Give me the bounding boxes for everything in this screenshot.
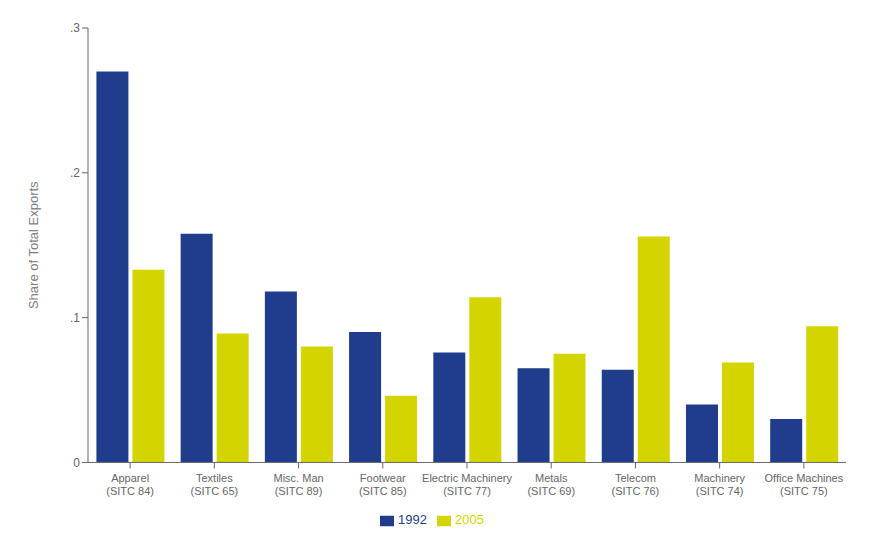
svg-text:.2: .2 <box>70 166 80 180</box>
svg-text:Misc. Man(SITC 89): Misc. Man(SITC 89) <box>273 472 323 497</box>
svg-text:Electric Machinery(SITC 77): Electric Machinery(SITC 77) <box>422 472 512 497</box>
svg-text:Telecom(SITC 76): Telecom(SITC 76) <box>612 472 660 497</box>
svg-text:Machinery(SITC 74): Machinery(SITC 74) <box>694 472 745 497</box>
svg-text:.1: .1 <box>70 311 80 325</box>
svg-text:.3: .3 <box>70 21 80 35</box>
svg-text:Textiles(SITC 65): Textiles(SITC 65) <box>190 472 238 497</box>
svg-text:Footwear(SITC 85): Footwear(SITC 85) <box>359 472 407 497</box>
svg-text:Office Machines(SITC 75): Office Machines(SITC 75) <box>765 472 844 497</box>
svg-text:0: 0 <box>73 456 80 470</box>
svg-text:Metals(SITC 69): Metals(SITC 69) <box>527 472 575 497</box>
html-text:2005: 2005 <box>455 512 484 528</box>
html-text:1992: 1992 <box>398 512 427 528</box>
svg-text:Share of Total Exports: Share of Total Exports <box>26 181 41 309</box>
svg-text:Apparel(SITC 84): Apparel(SITC 84) <box>106 472 154 497</box>
